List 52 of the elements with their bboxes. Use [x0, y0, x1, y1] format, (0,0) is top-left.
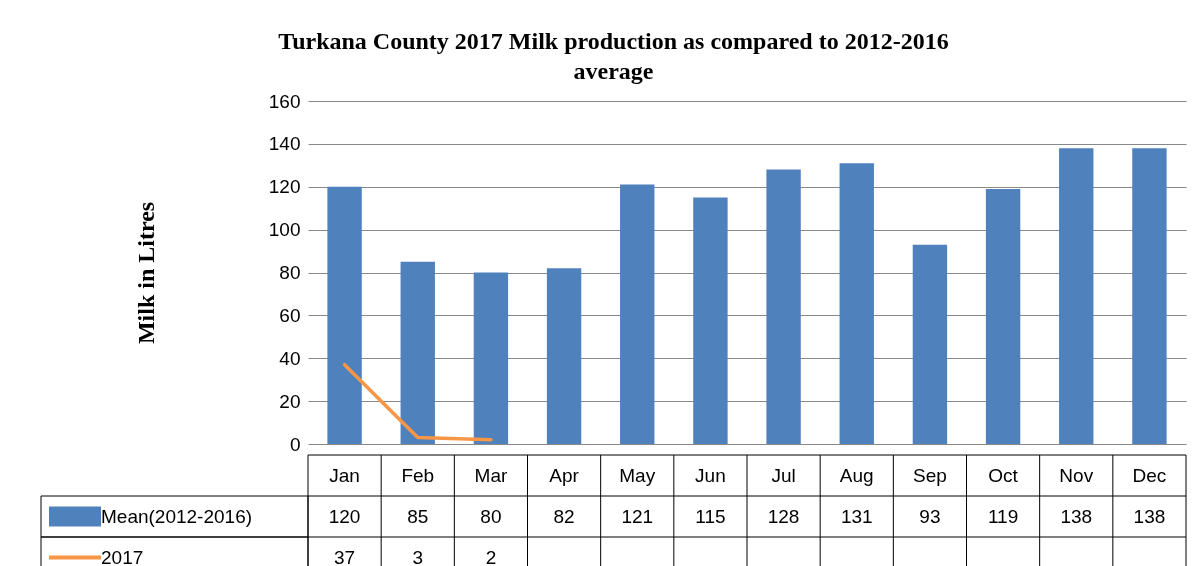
bar: [985, 188, 1021, 444]
data-label: 138: [1133, 505, 1166, 527]
y-tick-label: 40: [279, 347, 301, 369]
x-tick-label: Aug: [839, 464, 874, 486]
bar: [546, 268, 582, 444]
data-label: 85: [407, 505, 429, 527]
bar: [1059, 148, 1094, 444]
data-label: 93: [919, 505, 941, 527]
data-label: 82: [553, 505, 575, 527]
x-tick-label: May: [619, 464, 656, 486]
x-tick-label: Sep: [913, 464, 947, 486]
y-tick-label: 80: [279, 262, 301, 283]
y-tick-label: 60: [279, 304, 301, 326]
data-label: 37: [334, 546, 356, 566]
y-tick-label: 20: [279, 390, 301, 412]
bar: [620, 184, 655, 444]
x-tick-label: Dec: [1132, 464, 1167, 486]
data-label: 119: [987, 505, 1019, 527]
legend-label: Mean(2012-2016): [101, 505, 253, 527]
x-tick-label: Feb: [401, 464, 435, 486]
x-tick-label: Jul: [771, 464, 796, 486]
bar: [912, 244, 948, 444]
data-label: 120: [328, 505, 361, 527]
data-label: 128: [767, 505, 800, 527]
data-label: 121: [621, 505, 654, 527]
bar: [839, 163, 874, 444]
bar: [693, 197, 728, 444]
bar: [766, 169, 801, 444]
legend-label: 2017: [101, 546, 144, 566]
data-label: 3: [412, 546, 424, 566]
data-label: 80: [480, 505, 502, 527]
bar: [473, 272, 509, 444]
x-tick-label: Nov: [1059, 464, 1094, 486]
x-tick-label: Jan: [329, 464, 360, 486]
y-axis-title: Milk in Litres: [132, 201, 159, 345]
y-tick-label: 160: [268, 90, 301, 112]
bar: [400, 261, 435, 444]
bar: [327, 186, 362, 444]
data-label: 138: [1060, 505, 1093, 527]
data-label: 131: [840, 505, 873, 527]
chart-title: Turkana County 2017 Milk production as compared to 2012-2016 average: [278, 28, 949, 84]
y-tick-label: 0: [289, 433, 301, 455]
y-tick-label: 120: [268, 176, 301, 198]
data-label: 115: [695, 505, 726, 527]
data-label: 2: [485, 546, 497, 566]
x-tick-label: Mar: [474, 464, 508, 486]
x-tick-label: Apr: [549, 464, 580, 486]
y-tick-label: 100: [268, 219, 301, 241]
x-tick-label: Jun: [695, 464, 726, 486]
bar: [1132, 148, 1167, 444]
y-tick-label: 140: [268, 133, 301, 155]
x-tick-label: Oct: [988, 464, 1019, 486]
